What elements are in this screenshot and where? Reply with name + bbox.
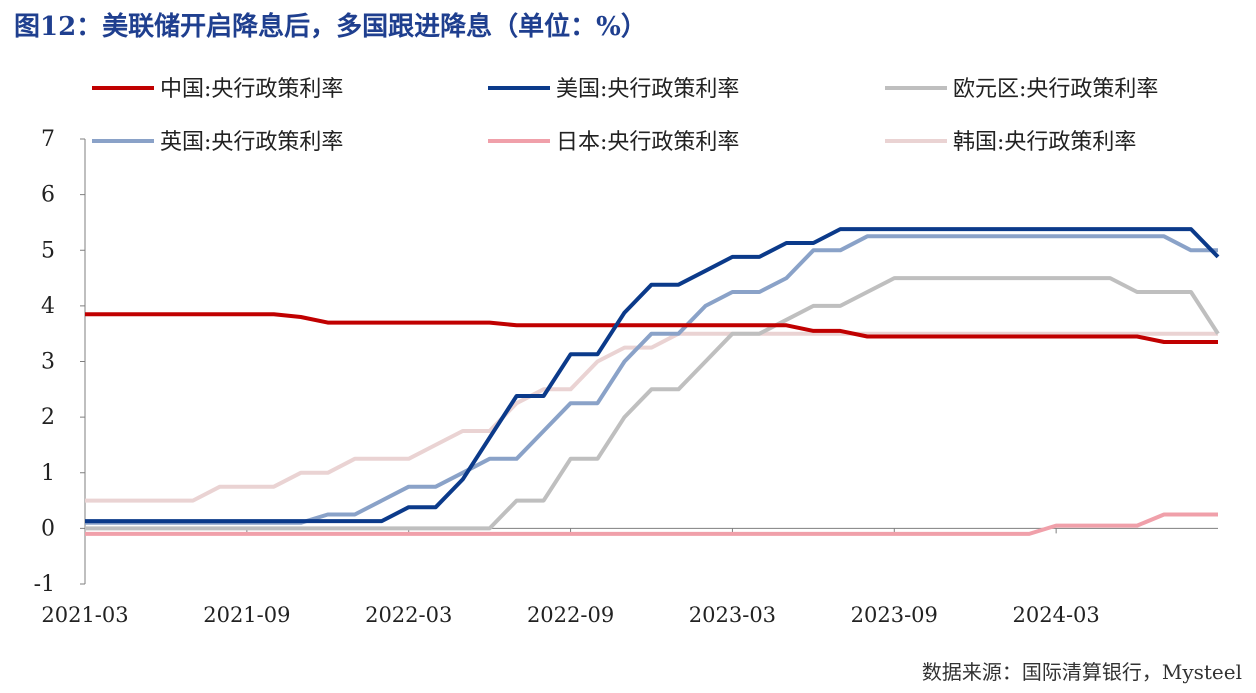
series-line-2 — [85, 276, 1220, 531]
legend-item: 日本:央行政策利率 — [488, 130, 739, 155]
legend-item: 欧元区:央行政策利率 — [885, 77, 1158, 102]
series-lines — [85, 227, 1220, 536]
y-tick-label: -1 — [34, 572, 55, 597]
series-line-0 — [85, 312, 1218, 344]
x-tick-label: 2024-03 — [1013, 603, 1100, 627]
x-tick-label: 2022-09 — [527, 603, 614, 627]
y-tick-label: 2 — [41, 405, 55, 430]
y-tick-label: 5 — [41, 238, 55, 263]
series-line-1 — [85, 227, 1220, 524]
legend-label: 英国:央行政策利率 — [160, 130, 343, 155]
x-tick-label: 2021-09 — [203, 603, 290, 627]
y-tick-label: 1 — [41, 461, 55, 486]
legend-item: 韩国:央行政策利率 — [885, 130, 1136, 155]
chart-title: 图12：美联储开启降息后，多国跟进降息（单位：%） — [14, 12, 647, 42]
x-tick-label: 2022-03 — [365, 603, 452, 627]
y-tick-label: 4 — [41, 294, 55, 319]
y-tick-label: 3 — [41, 350, 55, 375]
x-tick-label: 2021-03 — [41, 603, 128, 627]
series-line-4 — [85, 512, 1218, 536]
legend-label: 美国:央行政策利率 — [556, 77, 739, 102]
legend-label: 欧元区:央行政策利率 — [953, 77, 1158, 102]
x-tick-label: 2023-09 — [851, 603, 938, 627]
series-line-5 — [85, 331, 1218, 503]
legend-item: 英国:央行政策利率 — [92, 130, 343, 155]
legend-label: 韩国:央行政策利率 — [953, 130, 1136, 155]
series-line-3 — [85, 234, 1218, 525]
y-tick-label: 7 — [41, 127, 55, 152]
source-note: 数据来源：国际清算银行，Mysteel — [921, 660, 1242, 684]
y-tick-label: 0 — [41, 516, 55, 541]
legend-label: 中国:央行政策利率 — [160, 77, 343, 102]
y-tick-label: 6 — [41, 183, 55, 208]
legend-item: 中国:央行政策利率 — [92, 77, 343, 102]
x-tick-label: 2023-03 — [689, 603, 776, 627]
axes: -1 0 1 2 3 4 5 6 7 2021-03 2021-09 2022-03 2022-09 20… — [34, 127, 1218, 627]
legend-item: 美国:央行政策利率 — [488, 77, 739, 102]
legend-label: 日本:央行政策利率 — [556, 130, 739, 155]
